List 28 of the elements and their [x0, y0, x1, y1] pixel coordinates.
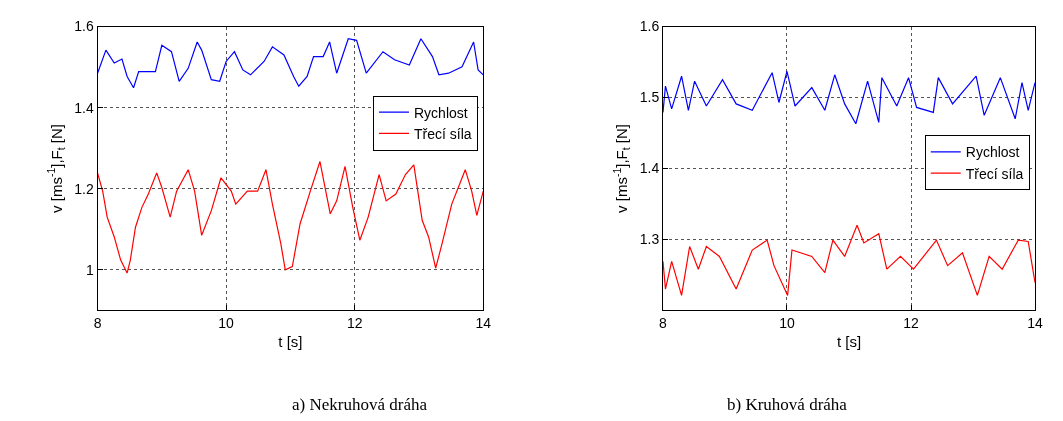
x-axis-title: t [s]: [278, 333, 303, 351]
text: b) Kruhová dráha: [727, 395, 848, 414]
x-tick-label: 14: [475, 315, 492, 332]
legend-label: Rychlost: [414, 104, 468, 121]
y-tick-label: 1.5: [639, 89, 660, 106]
x-tick-label: 10: [779, 315, 795, 332]
y-tick-label: 1.4: [74, 99, 94, 116]
y-tick-label: 1.2: [74, 180, 94, 197]
x-tick-label: 8: [93, 315, 102, 332]
y-tick-label: 1.6: [74, 18, 94, 35]
text: a) Nekruhová dráha: [292, 395, 428, 414]
x-axis-title: t [s]: [836, 333, 862, 351]
y-tick-label: 1.4: [639, 160, 660, 177]
x-tick-label: 12: [903, 315, 920, 332]
x-tick-label: 8: [659, 315, 668, 332]
y-tick-label: 1: [85, 261, 94, 278]
y-tick-label: 1.6: [639, 18, 660, 35]
line-series: [97, 38, 484, 89]
legend-label: Třecí síla: [414, 125, 472, 142]
line-series: [97, 160, 484, 274]
line-series: [662, 70, 1036, 125]
legend-label: Třecí síla: [965, 165, 1024, 182]
x-tick-label: 12: [346, 315, 363, 332]
x-tick-label: 14: [1027, 315, 1044, 332]
y-tick-label: 1.3: [639, 231, 660, 248]
line-series: [662, 224, 1036, 297]
x-tick-label: 10: [218, 315, 235, 332]
legend-label: Rychlost: [965, 144, 1020, 161]
